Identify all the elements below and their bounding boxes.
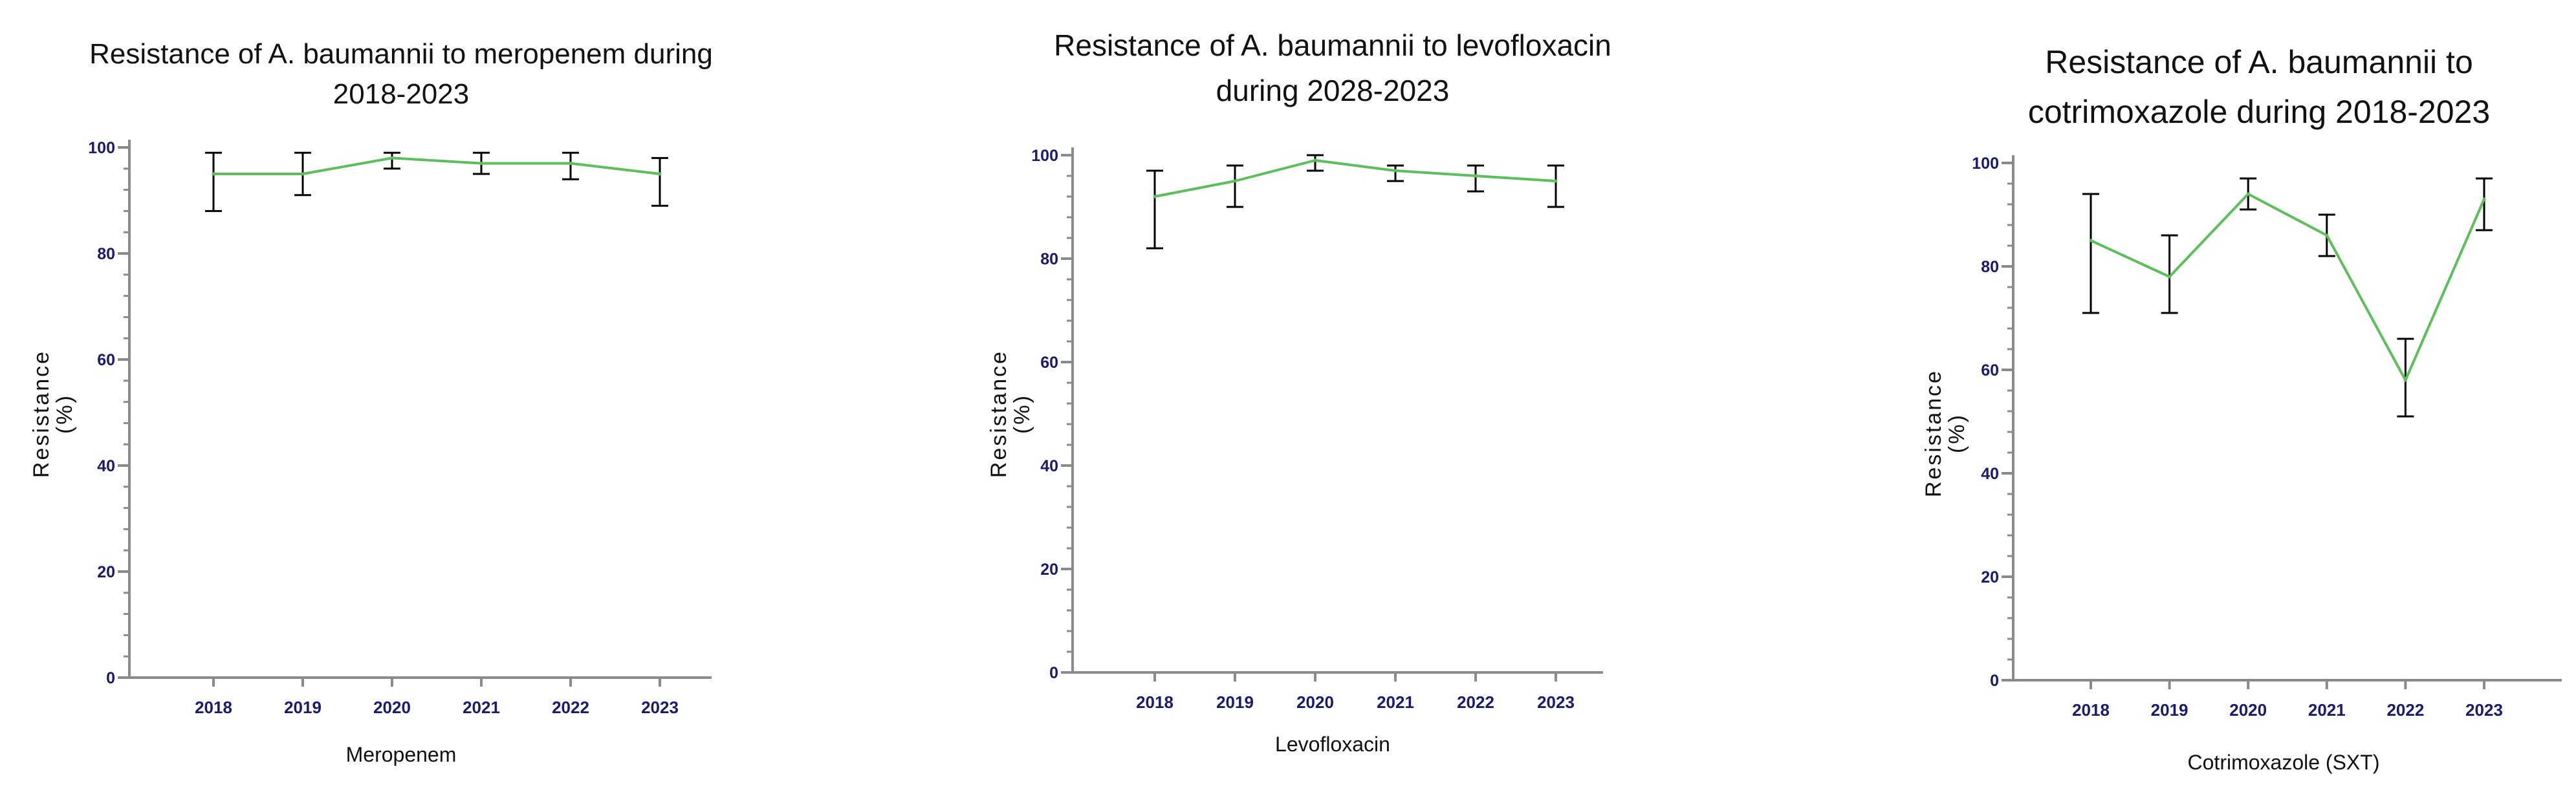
data-point: [2168, 275, 2172, 279]
series-line: [2090, 193, 2485, 381]
error-bar: [2161, 234, 2178, 314]
x-tick-label: 2020: [2229, 700, 2267, 720]
y-tick-label: 0: [1990, 672, 1999, 690]
x-axis-title: Levofloxacin: [1275, 733, 1390, 756]
y-axis-title: Resistance(%): [1921, 369, 1969, 497]
y-tick-label: 60: [1040, 354, 1058, 372]
data-point: [2403, 378, 2407, 382]
y-tick-label: 80: [1040, 250, 1058, 268]
y-axis-title-line: (%): [52, 394, 77, 434]
x-tick-label: 2021: [1377, 692, 1414, 712]
y-axis-title-line: (%): [1945, 413, 1969, 453]
y-tick-label: 80: [1981, 258, 1999, 276]
x-tick-label: 2019: [2151, 700, 2189, 720]
y-tick-label: 0: [1049, 664, 1058, 682]
error-bar: [1547, 164, 1564, 208]
y-tick-label: 20: [1040, 561, 1058, 579]
error-bar: [205, 151, 222, 212]
y-tick-label: 60: [97, 351, 115, 369]
error-bar: [1387, 164, 1404, 182]
error-bar: [1146, 169, 1163, 250]
series-line: [213, 156, 660, 175]
chart-panel-1: Resistance of A. baumannii to meropenem …: [29, 38, 713, 766]
chart-title-line: Resistance of A. baumannii to levofloxac…: [1054, 28, 1611, 62]
x-tick-label: 2023: [641, 698, 679, 717]
data-point: [1393, 169, 1397, 173]
x-tick-label: 2020: [373, 698, 411, 717]
data-point: [479, 162, 483, 166]
y-tick-label: 60: [1981, 361, 1999, 380]
x-tick-label: 2021: [463, 698, 500, 717]
x-tick-label: 2019: [284, 698, 322, 717]
x-tick-label: 2020: [1296, 692, 1334, 712]
x-tick-label: 2023: [1537, 692, 1575, 712]
error-bar: [2082, 193, 2099, 314]
data-point: [212, 172, 215, 176]
error-bar: [384, 151, 400, 170]
chart-title-line: Resistance of A. baumannii to: [2045, 44, 2473, 80]
x-tick-label: 2019: [1216, 692, 1254, 712]
data-point: [658, 172, 662, 176]
y-tick-label: 40: [1981, 465, 1999, 483]
x-tick-label: 2018: [1136, 692, 1173, 712]
y-tick-label: 0: [106, 669, 115, 687]
data-point: [1474, 174, 1478, 178]
y-tick-label: 20: [1981, 568, 1999, 586]
data-point: [1153, 195, 1157, 198]
x-axis-title: Cotrimoxazole (SXT): [2188, 751, 2380, 774]
y-axis-title-line: Resistance: [1921, 369, 1946, 497]
y-tick-label: 100: [1031, 147, 1058, 165]
data-point: [2246, 192, 2250, 196]
y-axis-title-line: Resistance: [987, 350, 1011, 478]
error-bar: [562, 151, 579, 180]
chart-title-line: during 2028-2023: [1216, 74, 1450, 107]
data-point: [2089, 239, 2093, 242]
y-tick-label: 100: [88, 139, 115, 157]
chart-title-line: cotrimoxazole during 2018-2023: [2028, 94, 2490, 130]
data-point: [2325, 233, 2329, 237]
chart-panel-3: Resistance of A. baumannii to cotrimoxazo…: [1921, 44, 2562, 774]
data-point: [2482, 197, 2486, 201]
x-tick-label: 2023: [2465, 700, 2503, 720]
data-point: [1554, 179, 1558, 183]
chart-title-line: 2018-2023: [333, 78, 469, 110]
data-point: [390, 156, 394, 160]
y-axis-title: Resistance(%): [987, 350, 1034, 478]
error-bar: [1227, 164, 1243, 208]
error-bar: [2476, 177, 2493, 231]
y-tick-label: 20: [97, 563, 115, 581]
y-tick-label: 40: [97, 457, 115, 475]
x-tick-label: 2021: [2308, 700, 2346, 720]
y-tick-label: 100: [1972, 155, 1999, 173]
x-tick-label: 2022: [552, 698, 589, 717]
x-axis-title: Meropenem: [346, 743, 457, 766]
x-tick-label: 2018: [195, 698, 232, 717]
y-axis-title-line: Resistance: [29, 350, 54, 478]
data-point: [1233, 179, 1237, 183]
chart-title-line: Resistance of A. baumannii to meropenem …: [89, 38, 713, 70]
data-point: [569, 162, 573, 166]
series-line: [1154, 159, 1556, 198]
data-point: [301, 172, 305, 176]
x-tick-label: 2022: [1457, 692, 1494, 712]
chart-panel-2: Resistance of A. baumannii to levofloxac…: [987, 28, 1611, 756]
y-axis-title-line: (%): [1010, 394, 1034, 434]
error-bar: [651, 156, 668, 207]
data-point: [1313, 158, 1317, 162]
y-tick-label: 40: [1040, 457, 1058, 475]
y-tick-label: 80: [97, 245, 115, 263]
x-tick-label: 2018: [2072, 700, 2110, 720]
y-axis-title: Resistance(%): [29, 350, 77, 478]
error-bar: [1307, 154, 1324, 172]
x-tick-label: 2022: [2386, 700, 2424, 720]
error-bar: [1467, 164, 1484, 193]
